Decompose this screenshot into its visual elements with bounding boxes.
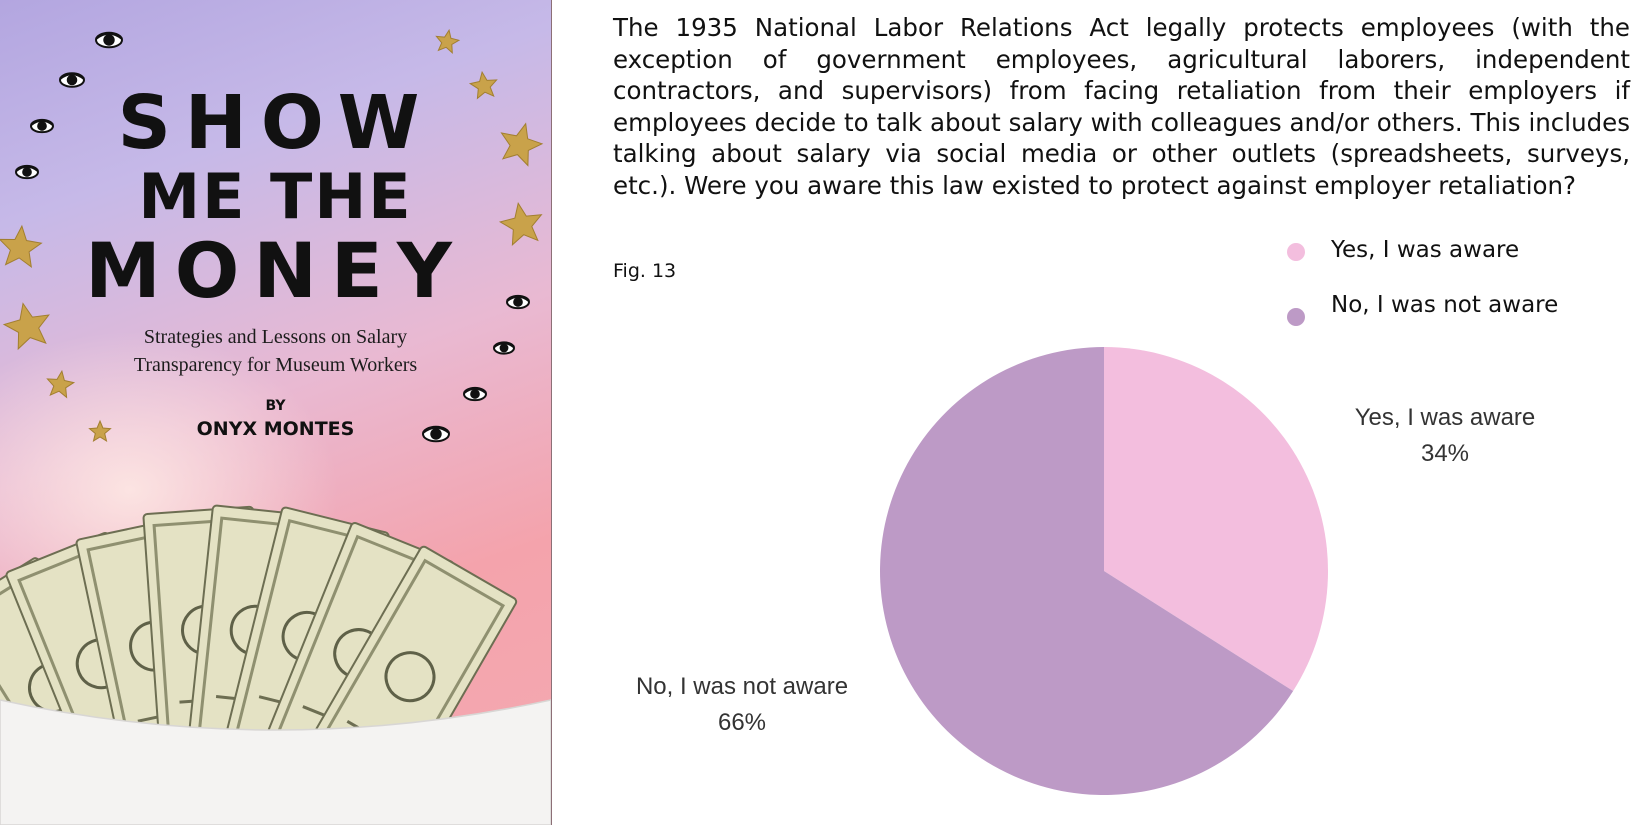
gold-star-icon <box>468 70 498 100</box>
gold-star-icon <box>500 122 544 167</box>
gold-star-icon <box>46 369 76 399</box>
gold-star-icon <box>0 224 43 269</box>
slice-label-no-value: 66% <box>717 709 767 736</box>
cover-title-line-2: ME THE <box>138 160 413 233</box>
cover-title-line-3: MONEY <box>85 226 466 315</box>
survey-question: The 1935 National Labor Relations Act le… <box>613 13 1630 200</box>
figure-label: Fig. 13 <box>613 260 677 282</box>
eye-icon <box>506 294 530 310</box>
slice-label-no: No, I was not aware 66% <box>612 669 872 741</box>
cover-author: ONYX MONTES <box>196 418 355 440</box>
eye-icon <box>493 341 515 355</box>
legend-label-yes: Yes, I was aware <box>1331 237 1520 263</box>
gold-star-icon <box>2 302 50 351</box>
cover-by-label: BY <box>265 398 286 414</box>
eye-icon <box>463 386 487 402</box>
gold-star-icon <box>435 28 461 54</box>
envelope-illustration <box>0 699 551 825</box>
eye-icon <box>422 425 450 443</box>
book-cover: SHOW ME THE MONEY Strategies and Lessons… <box>0 0 552 825</box>
slice-label-yes: Yes, I was aware 34% <box>1320 400 1570 472</box>
eye-icon <box>30 118 54 134</box>
eye-icon <box>15 164 39 180</box>
cover-subtitle-line-2: Transparency for Museum Workers <box>133 354 418 376</box>
pie-slice-yes <box>1104 347 1329 692</box>
slice-label-yes-value: 34% <box>1420 440 1470 467</box>
legend-swatch-no <box>1287 308 1305 326</box>
pie-slice-no <box>880 347 1294 795</box>
cover-subtitle-line-1: Strategies and Lessons on Salary <box>143 326 408 348</box>
gold-star-icon <box>88 419 112 442</box>
eye-icon <box>95 31 123 49</box>
cover-artwork <box>0 28 551 825</box>
gold-star-icon <box>498 202 543 246</box>
legend-swatch-yes <box>1287 243 1305 261</box>
legend-label-no: No, I was not aware <box>1331 292 1559 318</box>
slice-label-yes-name: Yes, I was aware <box>1354 404 1536 431</box>
eye-icon <box>59 72 85 88</box>
slice-label-no-name: No, I was not aware <box>635 673 849 700</box>
cover-title-line-1: SHOW <box>117 80 434 166</box>
